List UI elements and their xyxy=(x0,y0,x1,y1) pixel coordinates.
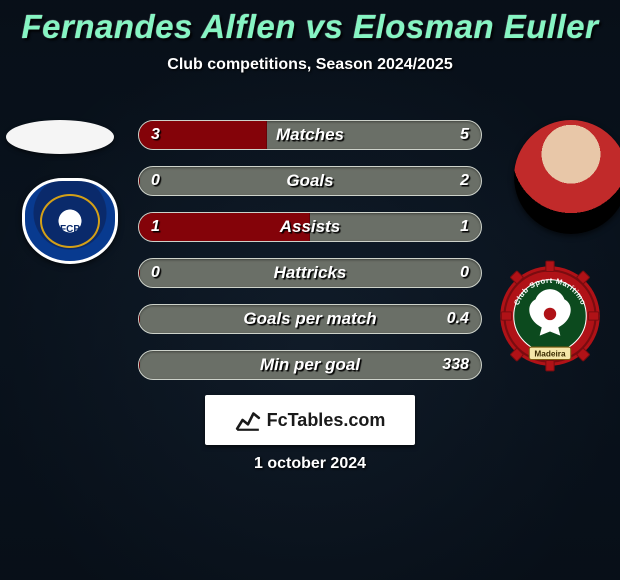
stat-row: Min per goal338 xyxy=(138,350,482,380)
crest-right-banner: Madeira xyxy=(534,349,566,358)
fctables-text: FcTables.com xyxy=(267,410,386,431)
stat-row: 1Assists1 xyxy=(138,212,482,242)
stats-container: 3Matches50Goals21Assists10Hattricks0Goal… xyxy=(138,120,482,396)
club-crest-left-inner xyxy=(40,194,100,248)
club-crest-right: Club Sport Marítimo Madeira xyxy=(498,258,602,374)
stat-value-right: 338 xyxy=(442,351,469,379)
stat-label: Goals per match xyxy=(139,305,481,333)
stat-row: 0Hattricks0 xyxy=(138,258,482,288)
stat-value-right: 5 xyxy=(460,121,469,149)
stat-row: 0Goals2 xyxy=(138,166,482,196)
stat-value-right: 0 xyxy=(460,259,469,287)
stat-label: Hattricks xyxy=(139,259,481,287)
stat-label: Matches xyxy=(139,121,481,149)
club-crest-left xyxy=(22,178,118,264)
stat-label: Assists xyxy=(139,213,481,241)
stat-label: Min per goal xyxy=(139,351,481,379)
date-text: 1 october 2024 xyxy=(0,455,620,473)
stat-row: 3Matches5 xyxy=(138,120,482,150)
stat-value-right: 2 xyxy=(460,167,469,195)
fctables-icon xyxy=(235,407,261,433)
stat-value-right: 1 xyxy=(460,213,469,241)
page-subtitle: Club competitions, Season 2024/2025 xyxy=(0,56,620,74)
content-root: Fernandes Alflen vs Elosman Euller Club … xyxy=(0,0,620,580)
stat-value-right: 0.4 xyxy=(447,305,469,333)
player-right-avatar xyxy=(514,120,620,234)
stat-row: Goals per match0.4 xyxy=(138,304,482,334)
fctables-logo: FcTables.com xyxy=(205,395,415,445)
player-left-avatar xyxy=(6,120,114,154)
page-title: Fernandes Alflen vs Elosman Euller xyxy=(0,0,620,46)
stat-label: Goals xyxy=(139,167,481,195)
